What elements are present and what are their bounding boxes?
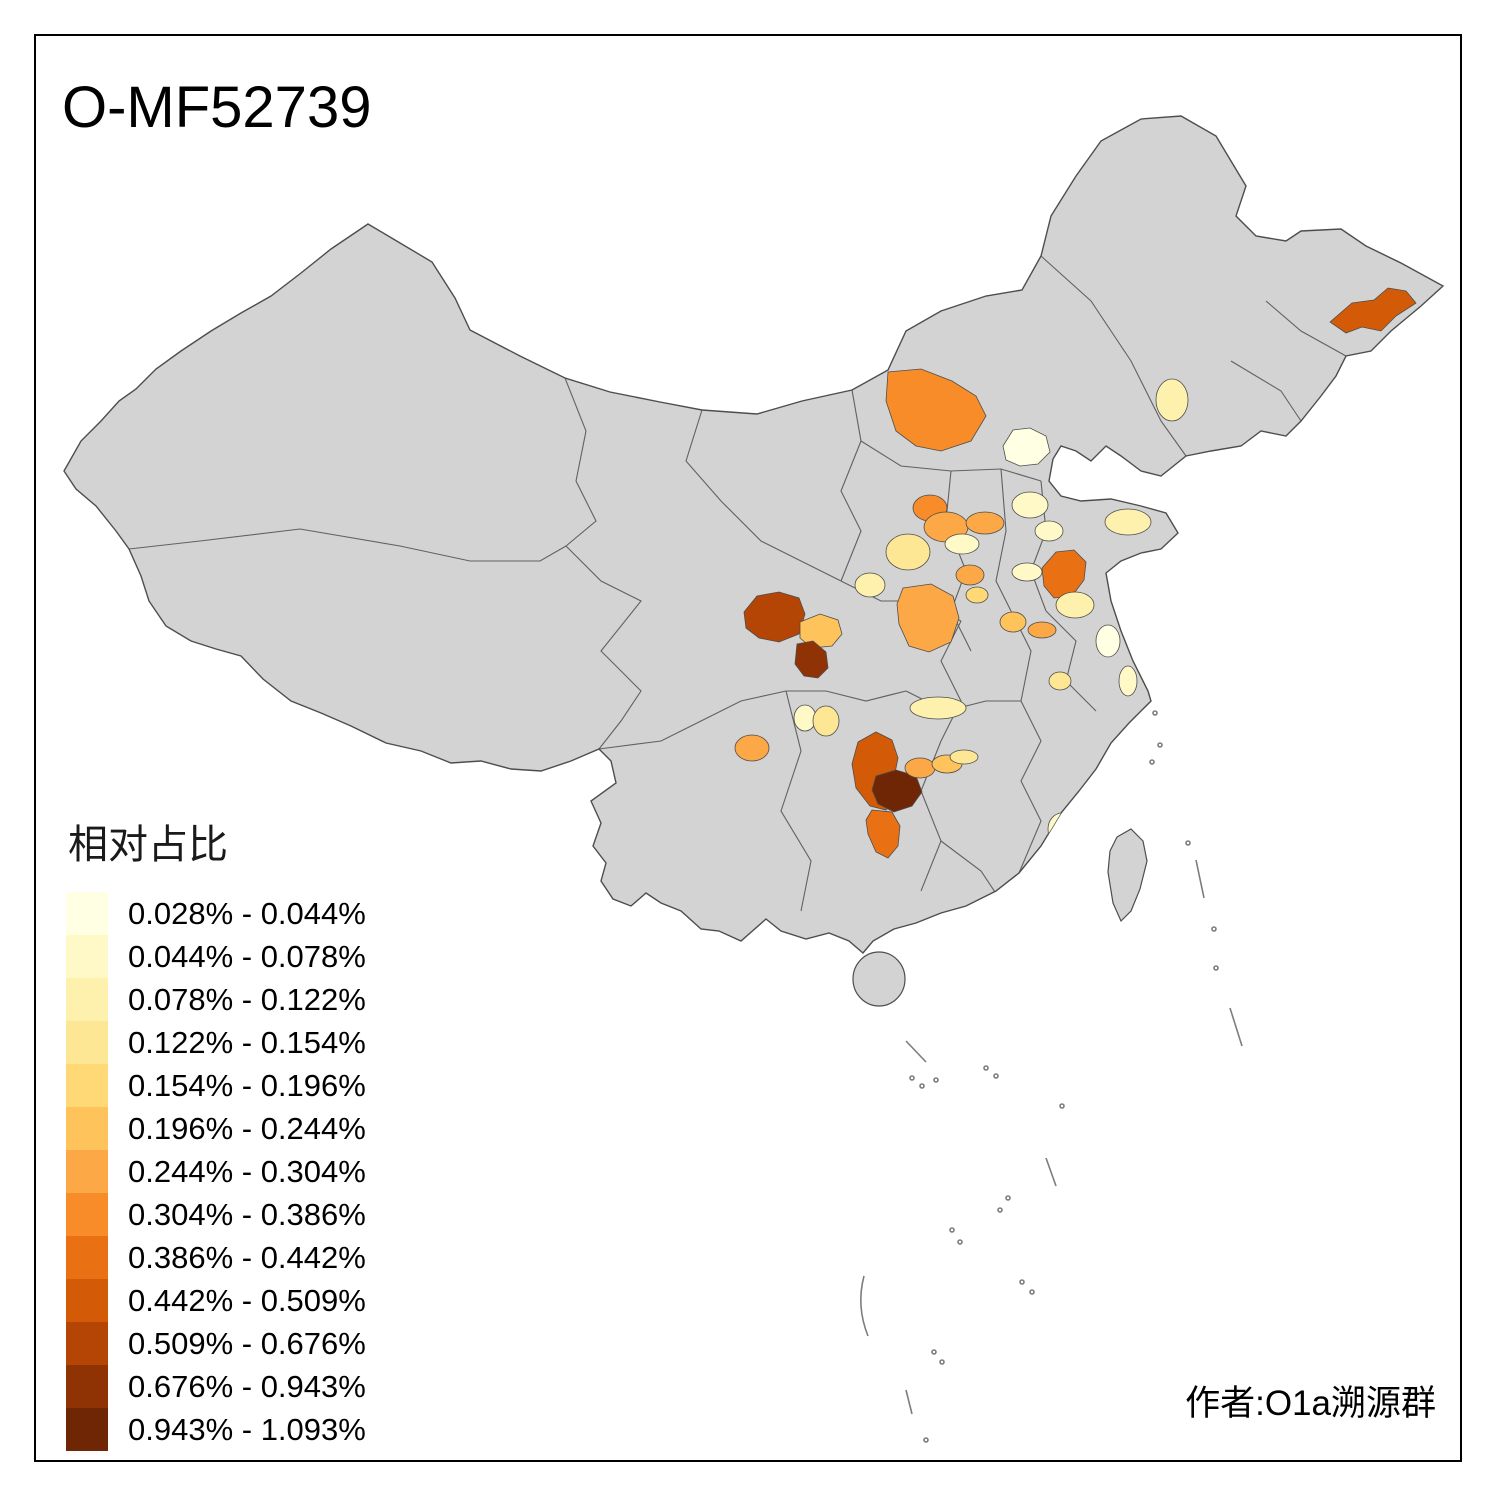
- legend-label: 0.943% - 1.093%: [128, 1412, 366, 1447]
- legend-row: 0.078% - 0.122%: [66, 978, 366, 1021]
- taiwan-shape: [1107, 828, 1148, 923]
- legend-row: 0.943% - 1.093%: [66, 1408, 366, 1451]
- legend-items: 0.028% - 0.044% 0.044% - 0.078% 0.078% -…: [66, 892, 366, 1451]
- region-shape: [1011, 491, 1049, 519]
- region-shape: [1047, 812, 1077, 846]
- legend-label: 0.028% - 0.044%: [128, 896, 366, 931]
- legend-row: 0.676% - 0.943%: [66, 1365, 366, 1408]
- legend-label: 0.244% - 0.304%: [128, 1154, 366, 1189]
- region-shape: [949, 749, 979, 765]
- region-shape: [944, 533, 980, 555]
- region-shape: [734, 734, 770, 762]
- region-shape: [871, 769, 923, 813]
- legend-swatch: [66, 1236, 108, 1279]
- legend-swatch: [66, 1107, 108, 1150]
- legend-label: 0.442% - 0.509%: [128, 1283, 366, 1318]
- region-shape: [1002, 427, 1051, 467]
- legend-label: 0.154% - 0.196%: [128, 1068, 366, 1103]
- legend-label: 0.509% - 0.676%: [128, 1326, 366, 1361]
- region-shape: [965, 586, 989, 604]
- legend-label: 0.386% - 0.442%: [128, 1240, 366, 1275]
- choropleth-regions: [734, 287, 1417, 859]
- region-shape: [1055, 591, 1095, 619]
- legend-label: 0.078% - 0.122%: [128, 982, 366, 1017]
- region-shape: [1048, 671, 1072, 691]
- legend-title: 相对占比: [68, 823, 228, 867]
- legend-swatch: [66, 1365, 108, 1408]
- island-marks: [860, 710, 1243, 1443]
- legend-row: 0.044% - 0.078%: [66, 935, 366, 978]
- legend-label: 0.122% - 0.154%: [128, 1025, 366, 1060]
- region-shape: [1329, 287, 1417, 334]
- region-shape: [965, 511, 1005, 535]
- legend-row: 0.122% - 0.154%: [66, 1021, 366, 1064]
- attribution-text: 作者:O1a溯源群: [1185, 1384, 1436, 1423]
- region-shape: [885, 368, 987, 452]
- legend-row: 0.386% - 0.442%: [66, 1236, 366, 1279]
- legend-row: 0.154% - 0.196%: [66, 1064, 366, 1107]
- region-shape: [909, 696, 967, 720]
- region-shape: [1118, 665, 1138, 697]
- legend-row: 0.509% - 0.676%: [66, 1322, 366, 1365]
- legend: 相对占比 0.028% - 0.044% 0.044% - 0.078% 0.0…: [66, 812, 366, 1451]
- legend-swatch: [66, 892, 108, 935]
- region-shape: [1034, 520, 1064, 542]
- region-shape: [793, 704, 817, 732]
- hainan-shape: [852, 951, 906, 1007]
- legend-swatch: [66, 1279, 108, 1322]
- legend-swatch: [66, 1021, 108, 1064]
- legend-row: 0.304% - 0.386%: [66, 1193, 366, 1236]
- legend-swatch: [66, 1150, 108, 1193]
- region-shape: [812, 705, 840, 737]
- region-shape: [885, 533, 931, 571]
- region-shape: [854, 572, 886, 598]
- region-shape: [1104, 508, 1152, 536]
- legend-swatch: [66, 1408, 108, 1451]
- page-title: O-MF52739: [62, 75, 372, 140]
- region-shape: [1041, 549, 1087, 599]
- legend-label: 0.196% - 0.244%: [128, 1111, 366, 1146]
- region-shape: [1011, 562, 1043, 582]
- legend-row: 0.028% - 0.044%: [66, 892, 366, 935]
- legend-row: 0.244% - 0.304%: [66, 1150, 366, 1193]
- region-shape: [999, 611, 1027, 633]
- region-shape: [865, 809, 901, 859]
- region-shape: [1155, 378, 1189, 422]
- legend-row: 0.442% - 0.509%: [66, 1279, 366, 1322]
- legend-label: 0.044% - 0.078%: [128, 939, 366, 974]
- legend-swatch: [66, 978, 108, 1021]
- region-shape: [955, 564, 985, 586]
- region-shape: [896, 583, 960, 653]
- legend-row: 0.196% - 0.244%: [66, 1107, 366, 1150]
- legend-swatch: [66, 935, 108, 978]
- region-shape: [794, 640, 829, 679]
- region-shape: [1095, 624, 1121, 658]
- legend-label: 0.304% - 0.386%: [128, 1197, 366, 1232]
- legend-swatch: [66, 1193, 108, 1236]
- legend-label: 0.676% - 0.943%: [128, 1369, 366, 1404]
- legend-swatch: [66, 1322, 108, 1365]
- region-shape: [904, 757, 936, 779]
- region-shape: [1027, 621, 1057, 639]
- legend-swatch: [66, 1064, 108, 1107]
- region-shape: [799, 613, 843, 649]
